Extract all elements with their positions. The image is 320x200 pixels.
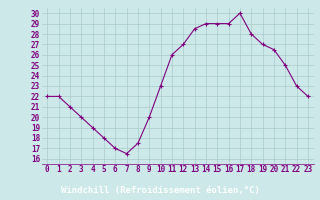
Text: Windchill (Refroidissement éolien,°C): Windchill (Refroidissement éolien,°C) [60, 186, 260, 194]
